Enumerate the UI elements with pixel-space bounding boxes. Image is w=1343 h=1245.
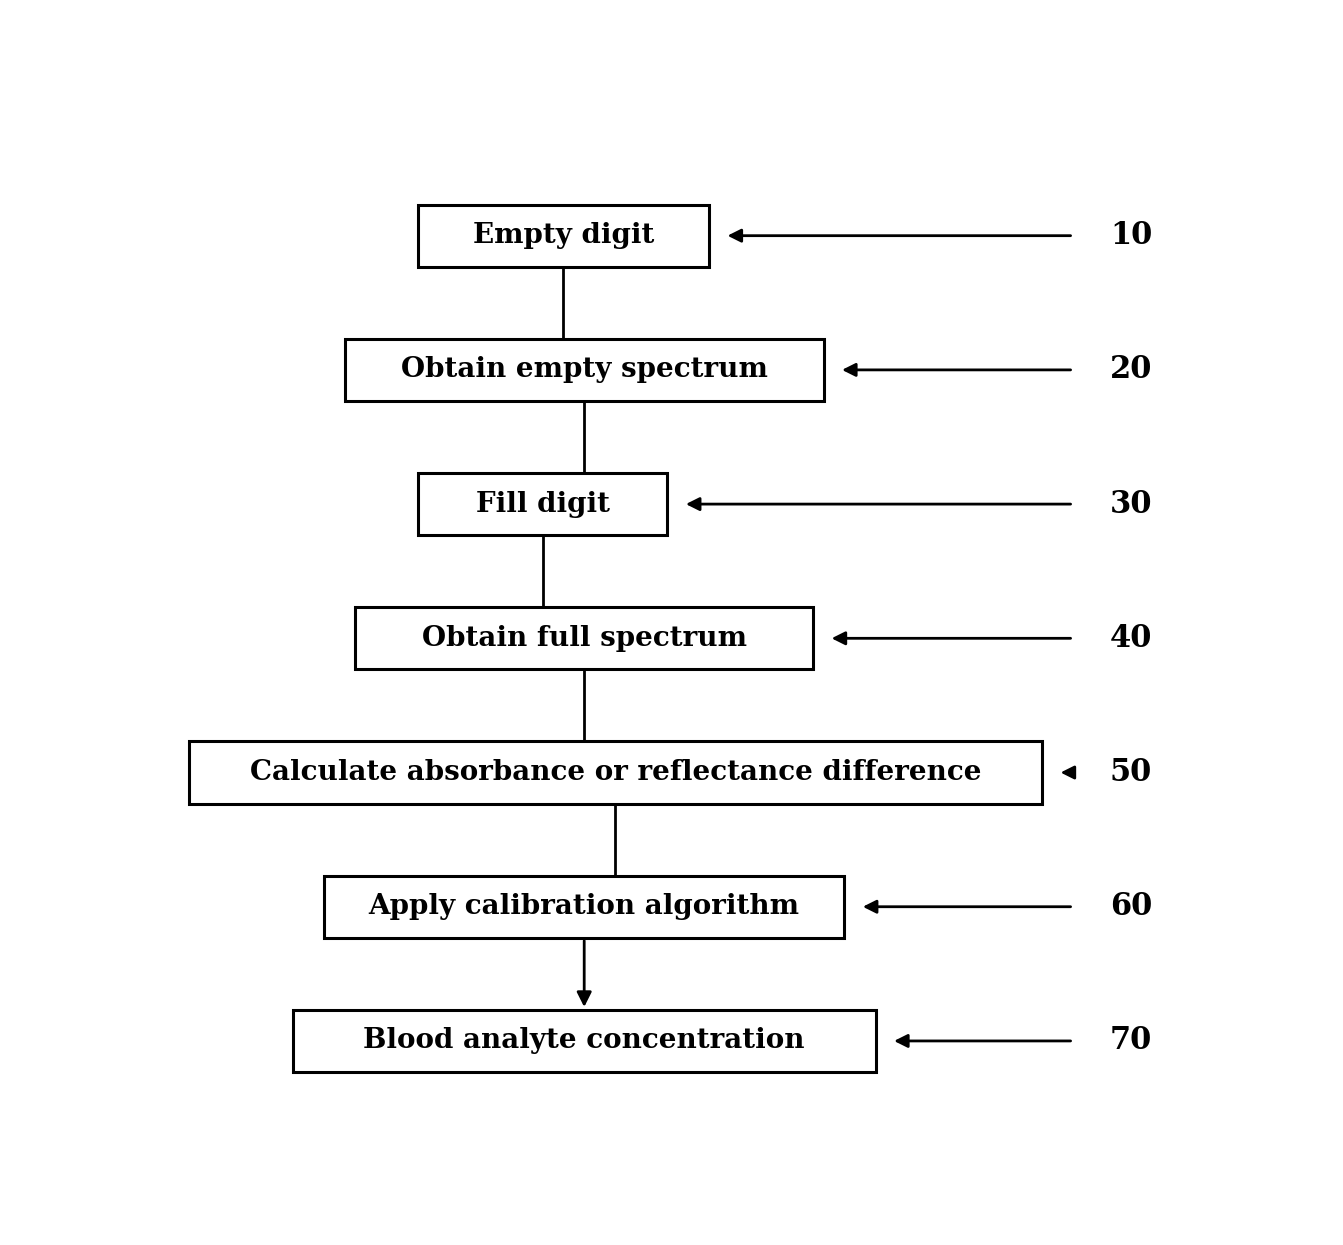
Text: Empty digit: Empty digit [473, 222, 654, 249]
Text: 40: 40 [1109, 622, 1152, 654]
FancyBboxPatch shape [418, 204, 709, 266]
FancyBboxPatch shape [356, 608, 814, 670]
FancyBboxPatch shape [293, 1010, 876, 1072]
Text: 50: 50 [1109, 757, 1152, 788]
Text: Calculate absorbance or reflectance difference: Calculate absorbance or reflectance diff… [250, 759, 982, 786]
Text: Obtain full spectrum: Obtain full spectrum [422, 625, 747, 652]
FancyBboxPatch shape [345, 339, 823, 401]
Text: 70: 70 [1109, 1026, 1152, 1057]
Text: 20: 20 [1109, 355, 1152, 386]
FancyBboxPatch shape [324, 875, 845, 937]
Text: 10: 10 [1109, 220, 1152, 251]
Text: Blood analyte concentration: Blood analyte concentration [364, 1027, 804, 1055]
Text: Obtain empty spectrum: Obtain empty spectrum [400, 356, 768, 383]
Text: 60: 60 [1109, 891, 1152, 923]
Text: 30: 30 [1109, 488, 1152, 519]
FancyBboxPatch shape [418, 473, 667, 535]
Text: Apply calibration algorithm: Apply calibration algorithm [369, 893, 799, 920]
Text: Fill digit: Fill digit [475, 491, 610, 518]
FancyBboxPatch shape [188, 741, 1042, 804]
